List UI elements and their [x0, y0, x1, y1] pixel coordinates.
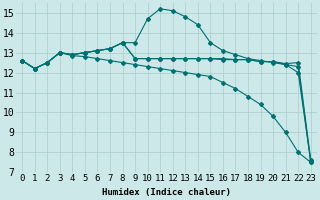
- X-axis label: Humidex (Indice chaleur): Humidex (Indice chaleur): [102, 188, 231, 197]
